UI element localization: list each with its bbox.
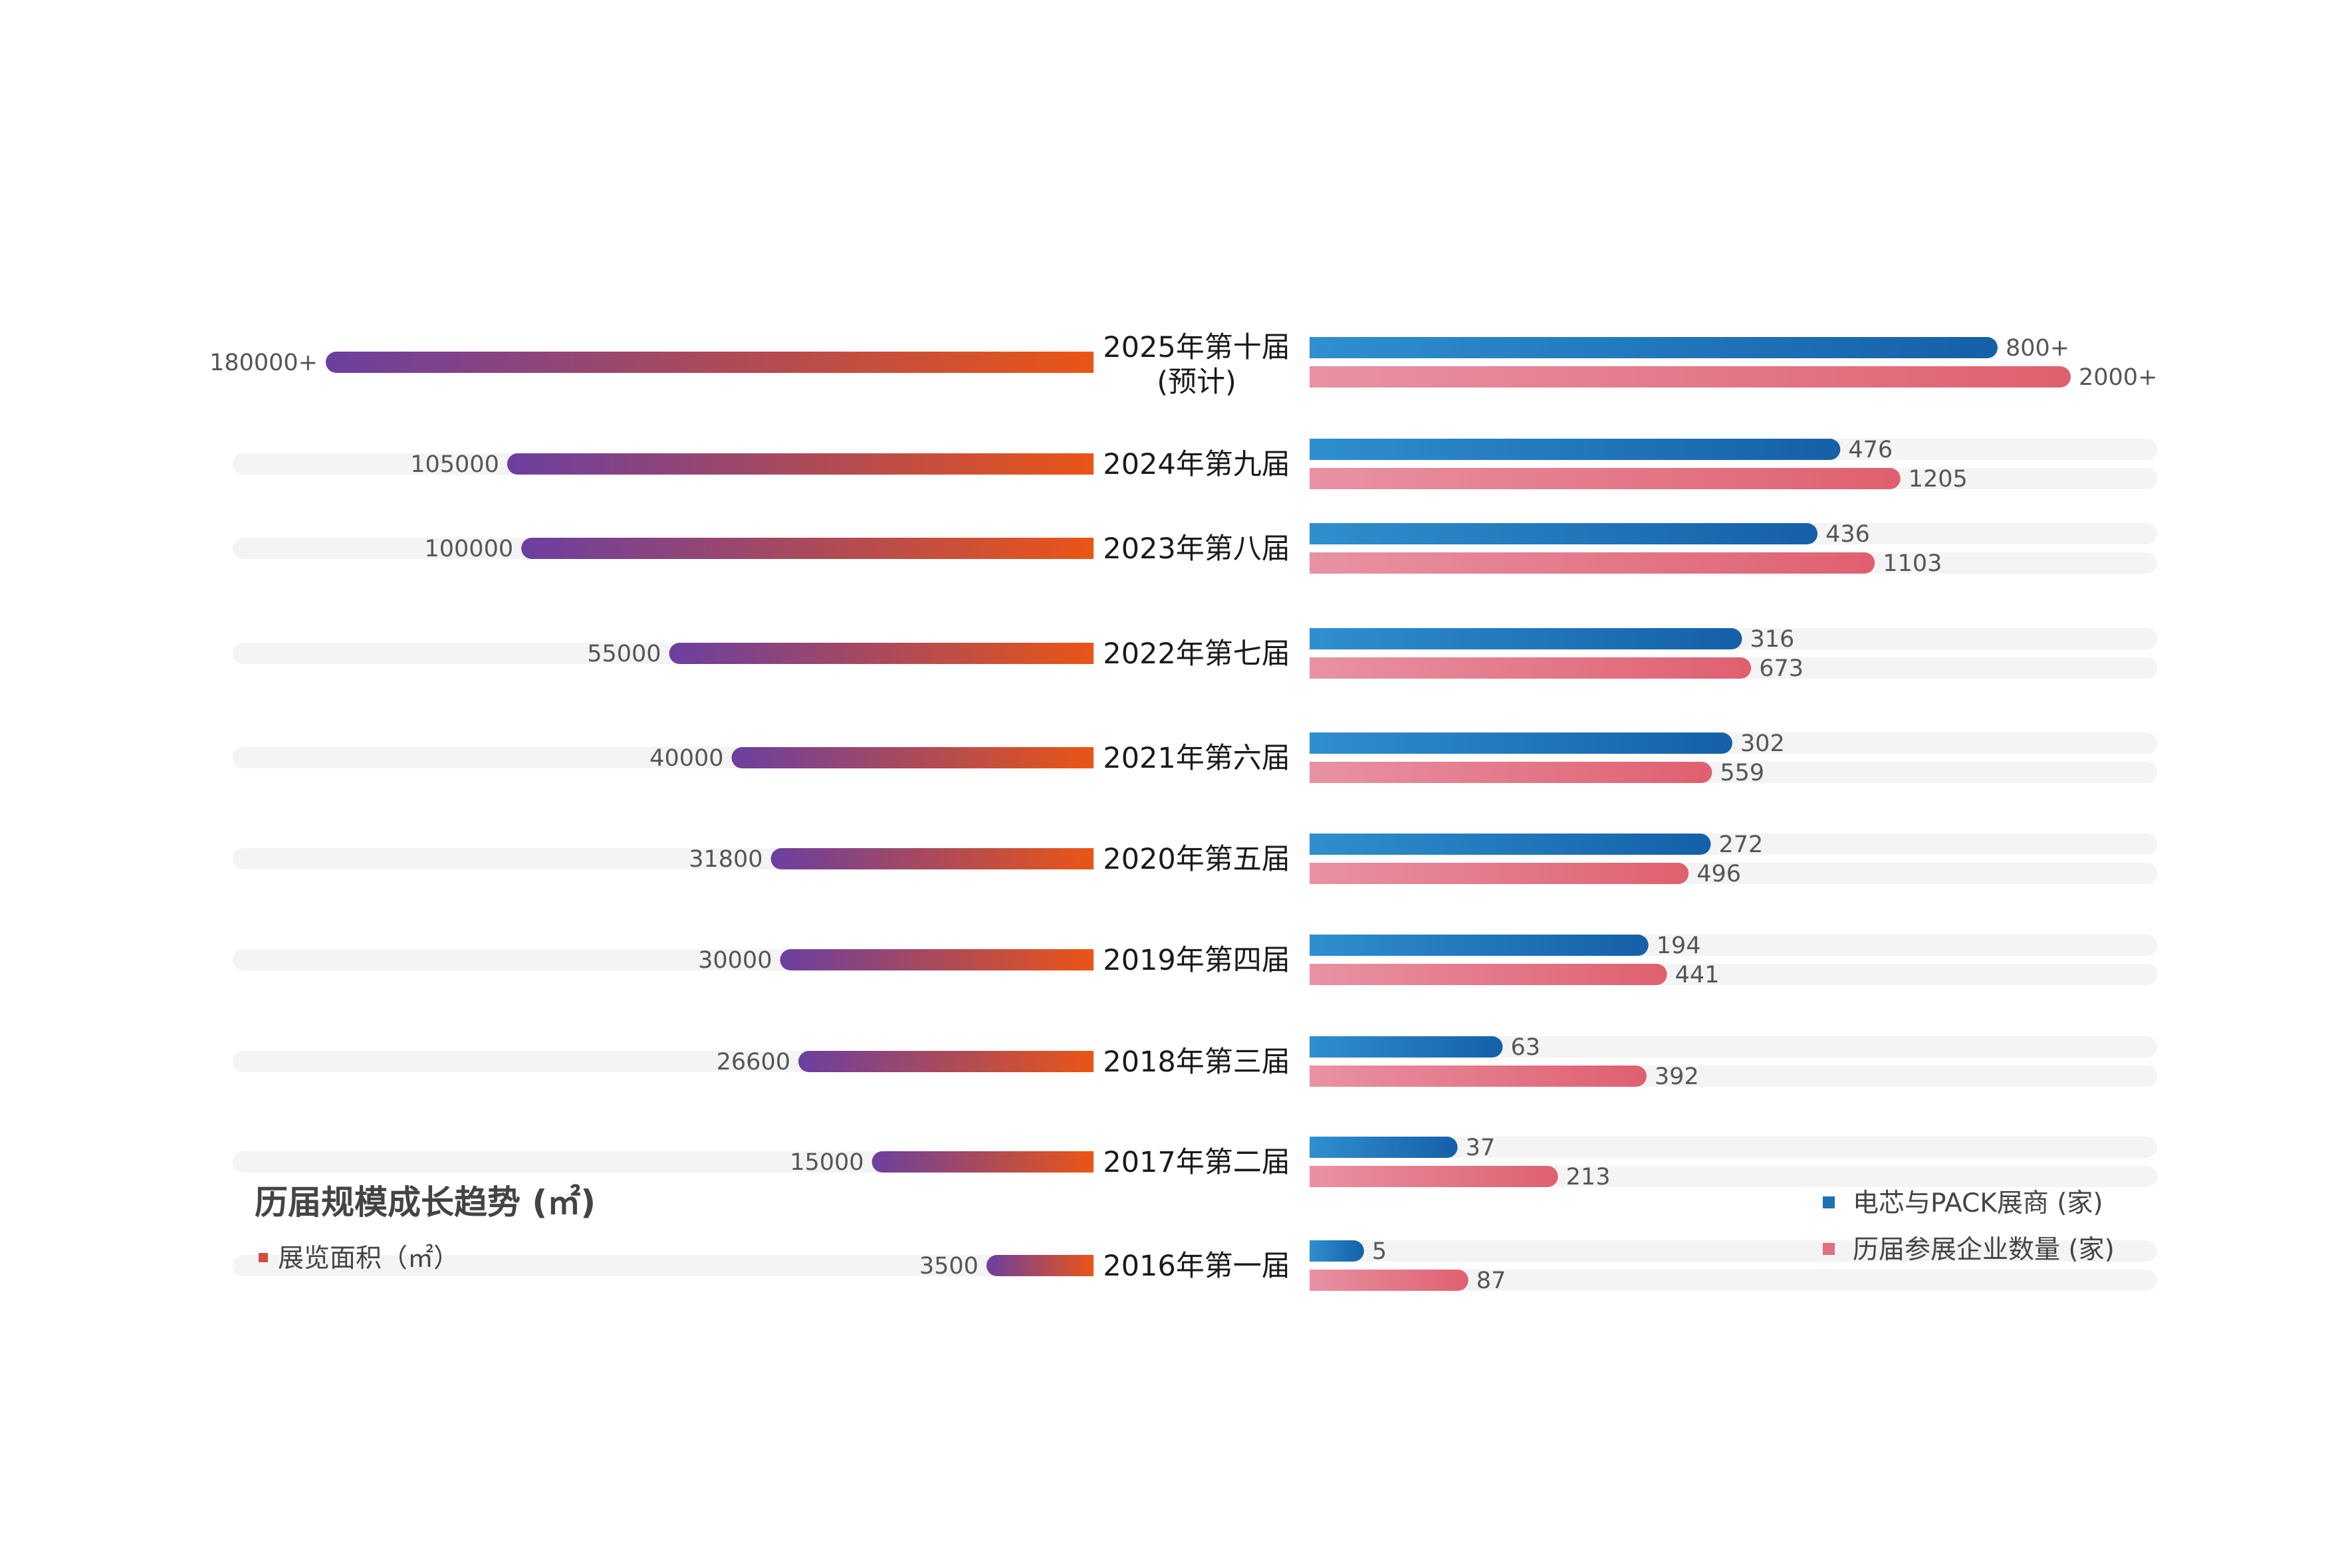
area-value-label: 180000+	[209, 350, 318, 376]
area-value-label: 100000	[425, 536, 514, 562]
chart-title: 历届规模成长趋势 (㎡)	[255, 1183, 596, 1222]
company-bar	[1310, 762, 1712, 783]
exhibitor-bar	[1310, 439, 1841, 460]
area-bar	[731, 747, 1094, 768]
exhibitor-value-label: 194	[1657, 933, 1701, 959]
exhibitor-value-label: 5	[1372, 1238, 1387, 1265]
area-bar	[521, 538, 1094, 559]
data-bars	[326, 337, 2071, 1291]
exhibitor-bar	[1310, 1240, 1364, 1262]
company-bar	[1310, 1166, 1558, 1187]
company-value-label: 496	[1696, 861, 1741, 887]
exhibitor-bar	[1310, 1137, 1458, 1158]
edition-sublabel: (预计)	[1157, 366, 1236, 399]
area-bar	[326, 352, 1094, 373]
area-track	[233, 1255, 1094, 1276]
area-legend-label: 展览面积（㎡）	[278, 1244, 459, 1274]
edition-label: 2019年第四届	[1103, 944, 1290, 977]
area-value-label: 30000	[698, 947, 772, 974]
exhibitor-value-label: 476	[1848, 437, 1893, 463]
pink-track	[1310, 1270, 2157, 1291]
exhibitor-value-label: 436	[1825, 521, 1870, 548]
exhibitor-value-label: 272	[1719, 832, 1764, 858]
company-value-label: 1205	[1909, 466, 1968, 493]
area-bar	[770, 848, 1094, 869]
company-bar	[1310, 964, 1667, 985]
edition-label: 2020年第五届	[1103, 843, 1290, 876]
area-bar	[986, 1255, 1094, 1276]
exhibitor-value-label: 800+	[2006, 335, 2069, 362]
blue-legend-label: 电芯与PACK展商 (家)	[1853, 1188, 2103, 1218]
exhibitor-bar	[1310, 1036, 1503, 1058]
company-bar	[1310, 366, 2071, 388]
blue-track	[1310, 1036, 2157, 1058]
area-bar	[798, 1051, 1094, 1072]
area-bar	[780, 949, 1094, 970]
area-value-label: 3500	[919, 1253, 979, 1280]
exhibitor-value-label: 302	[1740, 730, 1785, 757]
company-value-label: 213	[1566, 1164, 1611, 1190]
company-value-label: 392	[1655, 1064, 1699, 1090]
company-value-label: 2000+	[2079, 364, 2157, 391]
edition-label: 2024年第九届	[1103, 448, 1290, 481]
edition-label: 2017年第二届	[1103, 1146, 1290, 1179]
area-value-label: 40000	[649, 745, 723, 772]
company-bar	[1310, 657, 1752, 679]
company-value-label: 559	[1720, 760, 1764, 786]
company-bar	[1310, 1270, 1468, 1291]
area-value-label: 105000	[410, 451, 499, 478]
pink-legend-label: 历届参展企业数量 (家)	[1853, 1235, 2115, 1265]
exhibitor-bar	[1310, 523, 1818, 544]
edition-label: 2023年第八届	[1103, 532, 1290, 566]
exhibitor-value-label: 316	[1750, 626, 1794, 653]
exhibitor-value-label: 37	[1466, 1135, 1496, 1161]
area-legend-swatch	[259, 1253, 268, 1262]
area-bar	[507, 453, 1094, 475]
blue-track	[1310, 1240, 2157, 1262]
blue-legend-swatch	[1823, 1196, 1835, 1208]
exhibitor-bar	[1310, 732, 1732, 754]
blue-track	[1310, 1137, 2157, 1158]
edition-label: 2016年第一届	[1103, 1250, 1290, 1283]
exhibitor-bar	[1310, 834, 1711, 855]
area-value-label: 26600	[717, 1049, 790, 1075]
exhibitor-value-label: 63	[1510, 1034, 1540, 1061]
edition-label: 2022年第七届	[1103, 637, 1290, 671]
company-value-label: 673	[1759, 655, 1804, 682]
area-bar	[669, 643, 1094, 664]
edition-label: 2021年第六届	[1103, 742, 1290, 775]
company-value-label: 1103	[1883, 550, 1942, 577]
company-bar	[1310, 863, 1689, 884]
area-value-label: 55000	[587, 641, 661, 667]
data-labels: 180000+ 800+ 2000+ 2025年第十届(预计) 105000 476 120…	[209, 331, 2157, 1294]
exhibitor-bar	[1310, 628, 1742, 649]
company-bar	[1310, 468, 1901, 489]
company-bar	[1310, 1065, 1647, 1087]
edition-label: 2018年第三届	[1103, 1046, 1290, 1079]
pink-legend-swatch	[1823, 1243, 1835, 1255]
company-value-label: 441	[1675, 962, 1720, 988]
area-value-label: 15000	[790, 1149, 864, 1176]
exhibitor-bar	[1310, 337, 1998, 358]
exhibitor-bar	[1310, 935, 1649, 956]
area-value-label: 31800	[689, 846, 762, 873]
area-bar	[872, 1151, 1094, 1173]
company-value-label: 87	[1476, 1268, 1506, 1294]
edition-label: 2025年第十届	[1103, 331, 1290, 364]
company-bar	[1310, 552, 1875, 574]
